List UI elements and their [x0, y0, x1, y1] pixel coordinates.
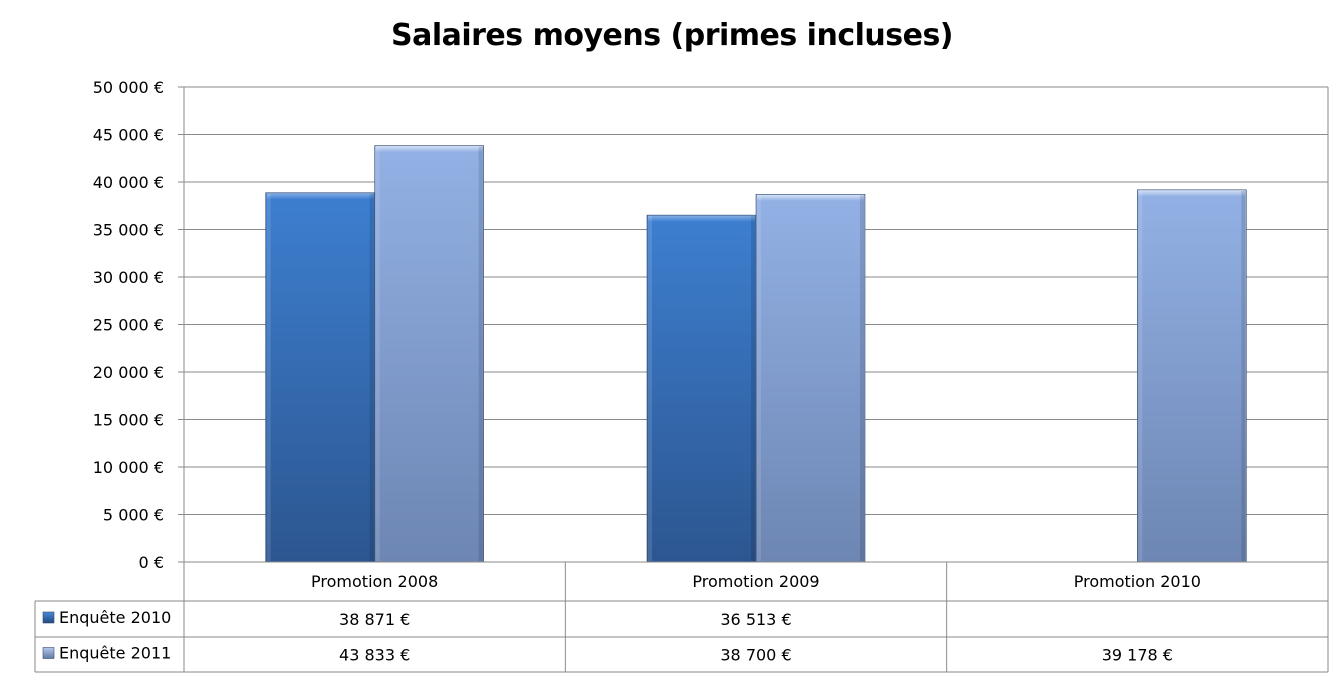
y-tick-label: 45 000 € [93, 126, 164, 145]
table-value: 36 513 € [720, 610, 791, 629]
y-tick-label: 25 000 € [93, 316, 164, 335]
legend-key [42, 647, 55, 659]
y-tick-label: 10 000 € [93, 458, 164, 477]
category-label: Promotion 2008 [311, 572, 438, 591]
bar [265, 192, 375, 563]
table-value: 38 700 € [720, 646, 791, 665]
table-value: 38 871 € [339, 610, 410, 629]
legend-label: Enquête 2011 [59, 644, 171, 663]
chart-title: Salaires moyens (primes incluses) [390, 18, 954, 53]
category-label: Promotion 2010 [1074, 572, 1201, 591]
y-tick-label: 35 000 € [93, 221, 164, 240]
table-value: 43 833 € [339, 646, 410, 665]
y-tick-label: 50 000 € [93, 78, 164, 97]
y-tick-label: 30 000 € [93, 268, 164, 287]
y-tick-label: 20 000 € [93, 363, 164, 382]
y-tick-label: 15 000 € [93, 411, 164, 430]
y-tick-label: 0 € [139, 553, 164, 572]
legend-label: Enquête 2010 [59, 608, 171, 627]
y-tick-label: 5 000 € [103, 506, 164, 525]
bar [646, 214, 757, 563]
legend-key [42, 611, 55, 624]
table-value: 39 178 € [1102, 646, 1173, 665]
y-tick-label: 40 000 € [93, 173, 164, 192]
bar [374, 145, 484, 563]
bar [755, 194, 866, 563]
bar [1137, 189, 1247, 563]
category-label: Promotion 2009 [692, 572, 819, 591]
